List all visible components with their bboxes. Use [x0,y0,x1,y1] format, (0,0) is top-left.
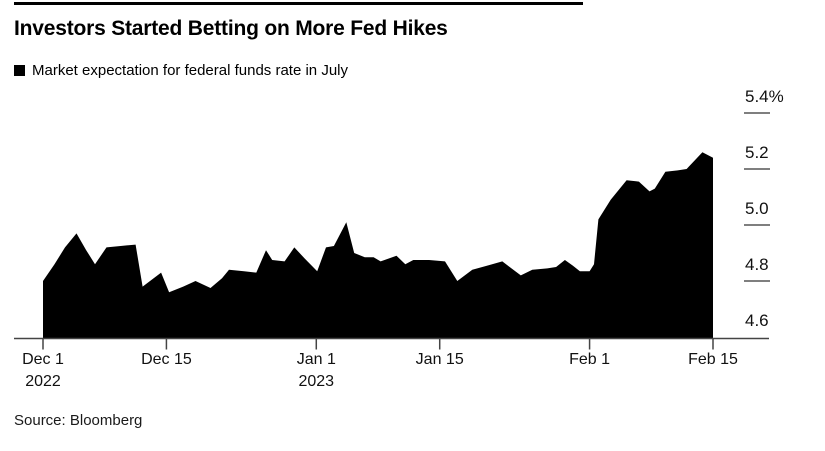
x-axis-label: Dec 15 [141,351,192,368]
x-axis-year-label: 2023 [298,373,334,390]
chart-title: Investors Started Betting on More Fed Hi… [14,17,448,40]
area-series [43,152,713,338]
y-axis-label: 5.2 [745,143,769,162]
y-axis-label: 5.4% [745,87,784,106]
x-axis-label: Jan 1 [297,351,336,368]
legend-label: Market expectation for federal funds rat… [32,62,348,79]
x-axis-label: Feb 15 [688,351,738,368]
x-axis-label: Dec 1 [22,351,64,368]
legend-swatch-icon [14,65,25,76]
x-axis-year-label: 2022 [25,373,61,390]
x-axis-label: Feb 1 [569,351,610,368]
x-axis-label: Jan 15 [416,351,464,368]
legend: Market expectation for federal funds rat… [14,62,348,79]
top-rule [14,2,583,5]
y-axis-label: 4.8 [745,255,769,274]
y-axis-label: 4.6 [745,311,769,330]
y-axis-label: 5.0 [745,199,769,218]
source-attribution: Source: Bloomberg [14,412,143,429]
